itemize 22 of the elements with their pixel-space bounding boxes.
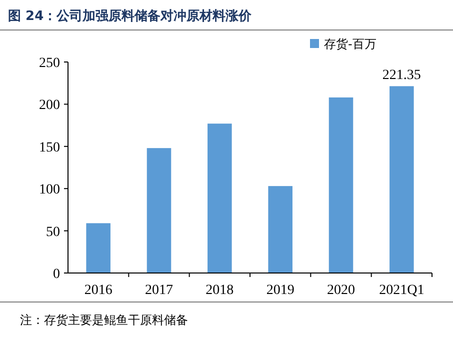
x-tick-label: 2021Q1 [379, 283, 424, 298]
y-tick-label: 250 [39, 56, 60, 71]
bar [208, 124, 232, 273]
y-tick-label: 150 [39, 140, 60, 156]
text: 注：存货主要是鲲鱼干原料储备 [20, 313, 188, 327]
chart-title: 图 24：公司加强原料储备对冲原材料涨价 [8, 9, 253, 24]
x-tick-label: 2018 [206, 283, 234, 298]
bar [390, 86, 414, 273]
y-tick-label: 50 [46, 224, 60, 240]
x-tick-label: 2019 [266, 283, 294, 298]
legend-label: 存货-百万 [324, 37, 376, 51]
x-tick-label: 2017 [145, 283, 173, 298]
y-tick-label: 0 [53, 267, 60, 282]
bar [268, 186, 292, 273]
y-tick-label: 100 [39, 182, 60, 198]
bar [328, 97, 354, 273]
bar [146, 148, 172, 273]
x-tick-label: 2016 [84, 283, 112, 298]
bar [86, 223, 110, 273]
y-tick-label: 200 [39, 98, 60, 114]
data-label: 221.35 [382, 68, 421, 84]
x-tick-label: 2020 [327, 283, 355, 298]
